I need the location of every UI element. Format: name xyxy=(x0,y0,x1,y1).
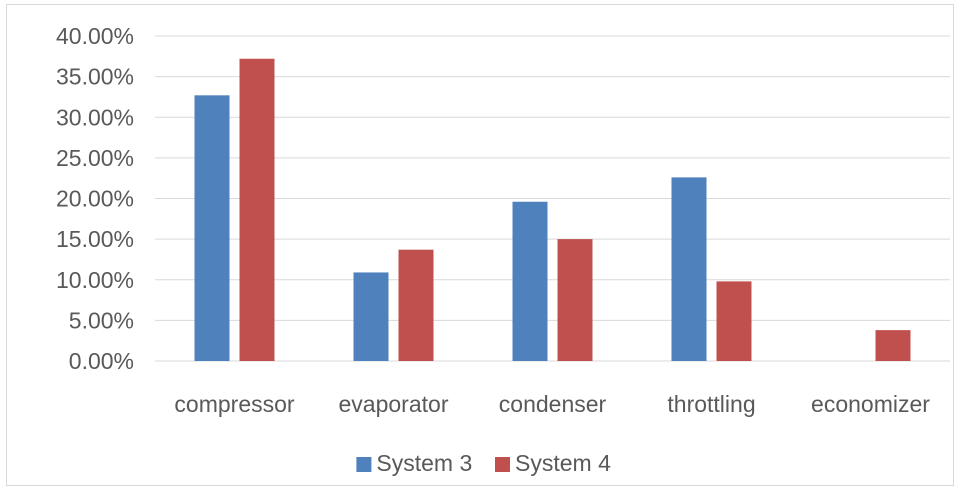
y-tick-label: 15.00% xyxy=(56,226,134,252)
bars xyxy=(194,58,911,361)
y-tick-label: 30.00% xyxy=(56,104,134,130)
legend-swatch xyxy=(356,457,372,472)
bar-system-4-economizer xyxy=(875,330,911,361)
y-tick-label: 40.00% xyxy=(56,23,134,49)
x-category-label: compressor xyxy=(174,391,294,417)
x-category-label: throttling xyxy=(667,391,755,417)
legend-label: System 4 xyxy=(515,450,611,476)
bar-system-4-evaporator xyxy=(398,249,434,361)
bar-system-4-condenser xyxy=(557,239,593,361)
x-axis-category-labels: compressor evaporator condenser throttling e… xyxy=(174,391,930,417)
y-tick-label: 0.00% xyxy=(69,348,134,374)
bar-system-3-condenser xyxy=(512,201,548,361)
y-tick-label: 35.00% xyxy=(56,64,134,90)
legend-swatch xyxy=(495,457,510,472)
y-tick-label: 10.00% xyxy=(56,267,134,293)
bar-system-3-compressor xyxy=(194,95,230,361)
x-category-label: economizer xyxy=(811,391,930,417)
bar-system-3-evaporator xyxy=(353,272,389,361)
chart-frame xyxy=(6,4,954,486)
y-tick-label: 25.00% xyxy=(56,145,134,171)
y-axis-tick-labels: 0.00% 5.00% 10.00% 15.00% 20.00% 25.00% 30.00%… xyxy=(56,23,134,374)
x-category-label: evaporator xyxy=(339,391,449,417)
y-tick-label: 5.00% xyxy=(69,307,134,333)
y-tick-label: 20.00% xyxy=(56,186,134,212)
gridlines xyxy=(155,35,950,362)
x-category-label: condenser xyxy=(499,391,607,417)
legend: System 3 System 4 xyxy=(356,450,611,476)
bar-system-3-throttling xyxy=(671,177,707,361)
bar-system-4-compressor xyxy=(239,58,275,361)
legend-label: System 3 xyxy=(376,450,472,476)
bar-system-4-throttling xyxy=(716,281,752,361)
